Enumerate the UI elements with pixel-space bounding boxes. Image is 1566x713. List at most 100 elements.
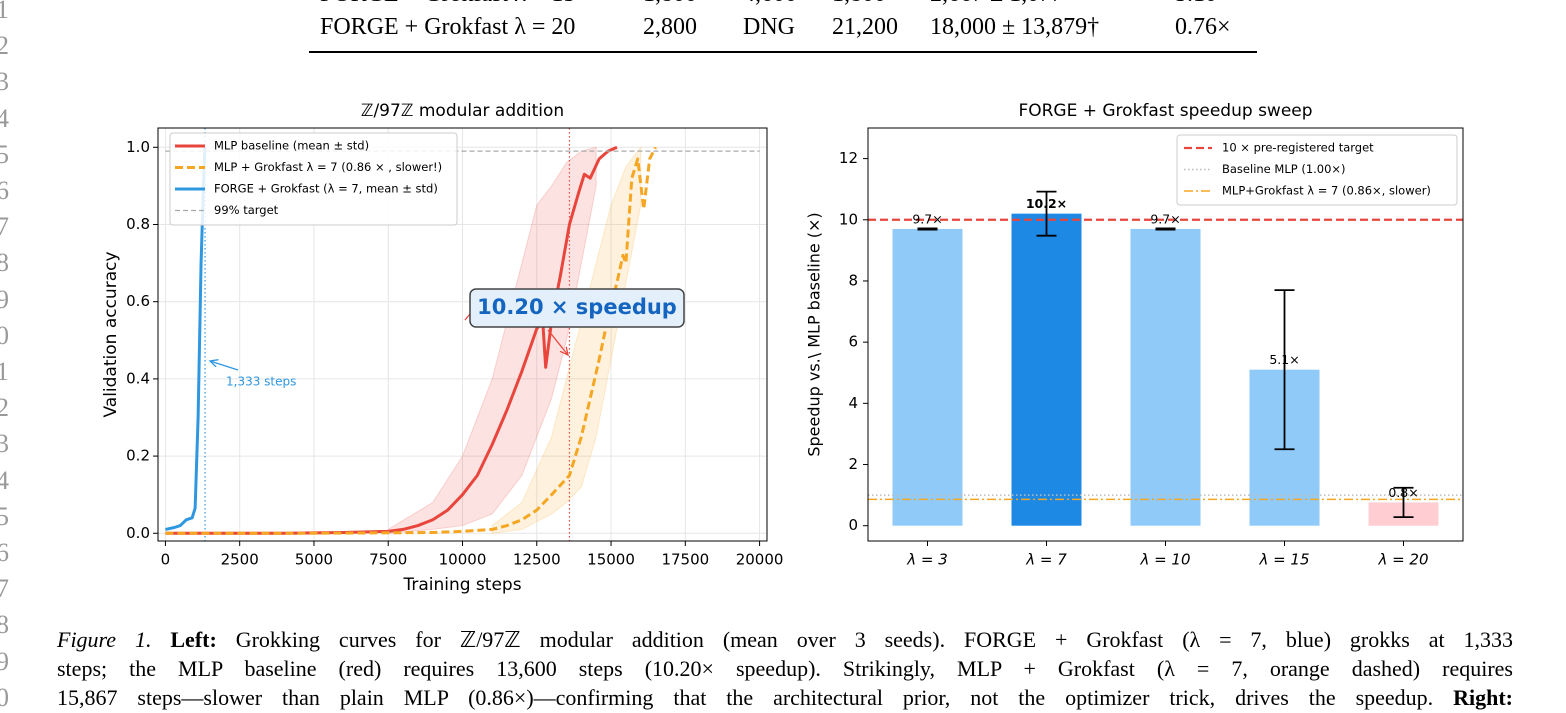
caption-text: Grokking curves for ℤ/97ℤ modular additi… [235,627,1513,652]
y-tick-label: 12 [839,149,858,167]
table-cell: 18,000 ± 13,879† [930,14,1100,40]
line-number: 3 [0,67,9,97]
annotation-arrow [464,313,471,321]
caption-line: 15,867 steps—slower than plain MLP (0.86… [57,685,1513,711]
table: FORGE + Grokfast λ = 15 1,800 4,600 1,800 2,… [0,0,1566,60]
caption-line: Figure 1. Left: Grokking curves for ℤ/97… [57,627,1513,653]
value-label: 0.8× [1388,485,1418,500]
x-axis-label: Training steps [402,575,521,595]
line-number: 1 [0,0,9,24]
std-band [491,145,642,534]
plot-frame [867,127,1464,542]
table-cell: FORGE + Grokfast λ = 15 [320,0,575,8]
line-number: 0 [0,682,9,712]
y-tick-label: 6 [848,333,858,351]
bar [1130,228,1201,526]
x-tick-label: λ = 15 [1258,551,1309,569]
table-cell: DNG [743,14,795,40]
x-tick-label: λ = 20 [1377,551,1428,569]
std-band [387,146,597,534]
x-tick-label: 2500 [221,551,259,569]
bar [1011,213,1082,526]
x-tick-label: λ = 3 [906,551,948,569]
y-tick-label: 1.0 [126,138,150,156]
legend-box [169,132,458,226]
x-tick-label: 12500 [513,551,561,569]
x-tick-label: 10000 [439,551,487,569]
table-cell: 0.76× [1175,14,1231,40]
line-number: 1 [0,357,9,386]
plot-layer [165,128,760,541]
table-cell: 5.10× [1175,0,1231,8]
plot-frame [157,127,768,542]
legend-label: MLP baseline (mean ± std) [214,139,369,153]
annotation: 10.20 × speedup [477,295,677,319]
y-tick-label: 8 [848,271,858,289]
chart-title: ℤ/97ℤ modular addition [361,101,564,121]
y-tick-label: 10 [839,210,858,228]
table-cell: 1,800 [832,0,886,8]
caption-line: steps; the MLP baseline (red) requires 1… [57,656,1513,682]
value-label: 5.1× [1269,352,1299,367]
table-cell: 1,800 [643,0,697,8]
line-number: 7 [0,212,9,242]
annotation-box [469,288,685,328]
line-number: 4 [0,103,9,133]
value-label: 10.2× [1026,196,1067,211]
value-label: 9.7× [1150,211,1180,226]
x-tick-label: λ = 7 [1025,551,1067,569]
table-cell: 2,800 [643,14,697,40]
line-number: 6 [0,538,9,567]
x-tick-label: 20000 [736,551,784,569]
table-cell: 21,200 [832,14,898,40]
table-rule [309,51,1257,53]
legend-label: MLP+Grokfast λ = 7 (0.86×, slower) [1222,184,1431,198]
line-number: 3 [0,429,9,459]
x-tick-label: 0 [161,551,171,569]
line-number: 7 [0,574,9,604]
legend-label: Baseline MLP (1.00×) [1222,162,1346,176]
caption-text: steps; the MLP baseline (red) requires 1… [57,656,1513,681]
legend-label: MLP + Grokfast λ = 7 (0.86 × , slower!) [214,160,442,174]
line-number: 4 [0,465,9,495]
y-tick-label: 0.4 [126,369,150,387]
value-label: 9.7× [912,211,942,226]
line-number: 9 [0,646,9,676]
y-tick-label: 0.8 [126,215,150,233]
bar [892,228,963,526]
x-tick-label: 7500 [369,551,407,569]
legend-label: FORGE + Grokfast (λ = 7, mean ± std) [214,182,438,196]
annotation-arrow [547,329,568,355]
line-number: 8 [0,610,9,640]
line-number: 2 [0,393,9,423]
y-tick-label: 0.2 [126,447,150,465]
line-number: 2 [0,31,9,61]
series-line [165,146,657,535]
x-tick-label: 5000 [295,551,333,569]
line-number: 9 [0,284,9,314]
series-line [165,145,618,535]
y-axis-label: Validation accuracy [101,251,121,417]
figure: 0 2500 5000 7500 10000 12500 15000 17500 20000 0.… [101,101,1464,595]
table-cell: 2,667 ± 1,077 [930,0,1063,8]
annotation: 1,333 steps [226,375,296,389]
annotation-arrow [210,361,239,371]
table-cell: FORGE + Grokfast λ = 20 [320,14,576,40]
y-tick-label: 4 [848,394,858,412]
y-tick-label: 0 [848,516,858,534]
line-number: 6 [0,176,9,205]
x-tick-label: λ = 10 [1139,551,1190,569]
line-number: 5 [0,501,9,531]
caption-label: Figure 1. [57,627,152,652]
caption-lead: Left: [170,627,217,652]
y-tick-label: 0.0 [126,524,150,542]
y-tick-label: 0.6 [126,292,150,310]
legend-label: 10 × pre-registered target [1222,141,1374,155]
x-tick-label: 15000 [587,551,635,569]
line-number: 8 [0,248,9,278]
legend-label: 99% target [214,203,279,217]
line-number: 0 [0,320,9,350]
table-cell: 4,600 [743,0,797,8]
y-tick-label: 2 [848,455,858,473]
